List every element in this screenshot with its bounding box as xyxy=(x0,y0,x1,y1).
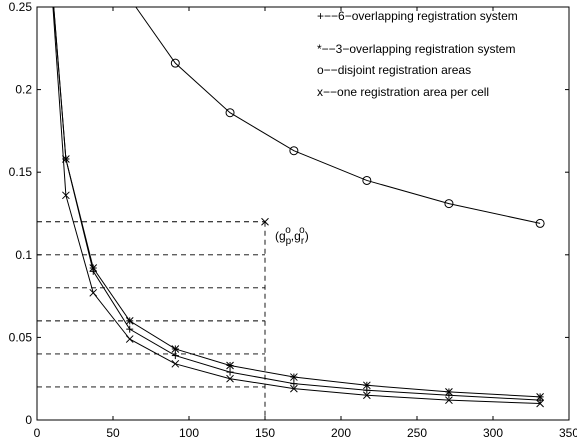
x-tick-label: 350 xyxy=(559,426,577,440)
marker-circle xyxy=(362,175,372,185)
x-tick-label: 200 xyxy=(331,426,351,440)
series-point xyxy=(445,396,453,405)
annotation-point xyxy=(261,217,269,226)
series-point xyxy=(445,388,453,396)
x-tick-label: 100 xyxy=(179,426,199,440)
series-point xyxy=(290,380,298,388)
series-point xyxy=(290,384,298,393)
plot-area-frame xyxy=(36,6,570,421)
marker-stroke xyxy=(445,388,453,396)
marker-stroke xyxy=(445,396,453,405)
annotation-comma: ,g xyxy=(291,229,301,243)
axis-ticks: 0 50 100 150 200 250 300 350 0 0.05 0.1 0.15 0.2 0.25 xyxy=(9,0,577,440)
marker-stroke xyxy=(62,191,70,200)
annotation-r-sub: r xyxy=(301,236,305,247)
y-tick-label: 0.05 xyxy=(9,330,33,344)
series-point xyxy=(225,108,235,118)
series-point xyxy=(125,335,134,343)
annotation-close: ) xyxy=(305,229,309,243)
x-tick-label: 0 xyxy=(34,426,41,440)
series-point xyxy=(170,58,180,68)
legend-entry-6-overlapping: +−−6−overlapping registration system xyxy=(317,9,518,23)
series-point xyxy=(226,368,234,376)
series-point xyxy=(444,199,454,209)
annotation-p-sub: p xyxy=(286,236,292,247)
y-tick-label: 0.2 xyxy=(15,83,32,97)
marker-stroke xyxy=(89,264,98,272)
marker-circle xyxy=(535,218,545,228)
x-tick-label: 150 xyxy=(255,426,275,440)
marker-stroke xyxy=(89,288,98,297)
series-point xyxy=(226,361,234,370)
series-point xyxy=(362,391,371,400)
series-point xyxy=(226,374,234,383)
marker-stroke xyxy=(125,335,134,343)
y-tick-label: 0.1 xyxy=(15,248,32,262)
marker-stroke xyxy=(290,384,298,393)
marker-stroke xyxy=(171,345,180,353)
series-point xyxy=(535,218,545,228)
legend-entry-3-overlapping: *−−3−overlapping registration system xyxy=(317,42,515,56)
series-point xyxy=(171,359,180,368)
marker-stroke xyxy=(261,217,269,226)
series-point xyxy=(289,146,299,156)
y-tick-label: 0 xyxy=(25,413,32,427)
series-point xyxy=(171,345,180,353)
marker-stroke xyxy=(290,373,298,381)
marker-circle xyxy=(225,108,235,118)
series-line xyxy=(53,6,541,398)
series-point xyxy=(89,288,98,297)
series-point xyxy=(62,191,70,200)
marker-circle xyxy=(170,58,180,68)
marker-stroke xyxy=(226,374,234,383)
marker-stroke xyxy=(226,361,234,370)
series-point xyxy=(362,175,372,185)
series-point xyxy=(536,393,544,401)
series-point xyxy=(89,264,98,272)
series-point xyxy=(536,399,544,408)
marker-stroke xyxy=(362,391,371,400)
y-tick-label: 0.15 xyxy=(9,165,33,179)
annotation-p-sup: o xyxy=(285,225,291,236)
annotation-open: (g xyxy=(275,229,286,243)
legend-entry-disjoint: o−−disjoint registration areas xyxy=(317,63,471,77)
x-tick-label: 50 xyxy=(106,426,120,440)
series-point xyxy=(362,381,371,390)
x-tick-label: 300 xyxy=(483,426,503,440)
marker-circle xyxy=(289,146,299,156)
series-line xyxy=(135,6,541,224)
marker-stroke xyxy=(171,359,180,368)
legend: +−−6−overlapping registration system *−−… xyxy=(317,9,518,99)
y-tick-label: 0.25 xyxy=(9,0,33,14)
series-point xyxy=(290,373,298,381)
marker-stroke xyxy=(362,381,371,390)
marker-stroke xyxy=(536,393,544,401)
annotation-label: (gpo,gro) xyxy=(275,225,309,247)
reference-lines xyxy=(37,217,269,420)
annotation-r-sup: o xyxy=(299,225,305,236)
series-layer xyxy=(52,6,545,408)
series-point xyxy=(126,325,134,333)
legend-entry-one-per-cell: x−−one registration area per cell xyxy=(317,85,489,99)
series-point xyxy=(171,352,179,360)
marker-stroke xyxy=(536,399,544,408)
series-line xyxy=(52,6,541,404)
x-tick-label: 250 xyxy=(407,426,427,440)
marker-circle xyxy=(444,199,454,209)
